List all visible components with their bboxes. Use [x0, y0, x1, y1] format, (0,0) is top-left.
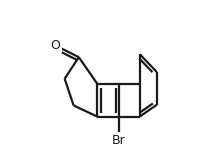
- Text: O: O: [50, 39, 60, 52]
- Text: Br: Br: [112, 134, 126, 147]
